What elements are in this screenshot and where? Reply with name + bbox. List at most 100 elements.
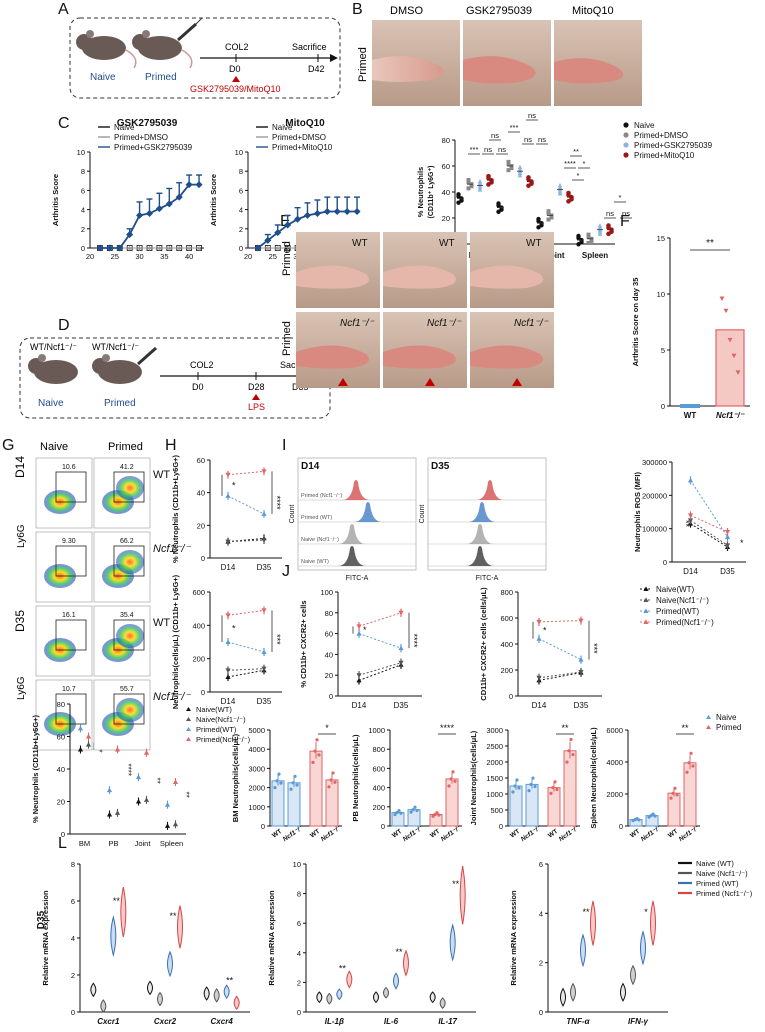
c-scatter-dot-0-2-4	[477, 181, 483, 186]
panel-a-d0-label: D0	[229, 64, 241, 74]
c-line2-ytick-label-0: 0	[239, 244, 243, 253]
i-hist-peak-d14-2	[338, 524, 366, 544]
l-violin3-ylabel: Relative mRNA expression	[509, 890, 518, 986]
c-scatter-dot-2-2-4	[557, 185, 563, 190]
c-line1-ytick-label-2: 4	[81, 206, 85, 215]
flow-value-1: 41.2	[120, 464, 134, 471]
k-scatter-sig-1: ****	[124, 764, 133, 776]
l-violin2-category-0: IL-1β	[325, 1017, 344, 1026]
c-scatter-dot-2-3-4	[566, 192, 571, 198]
c-line1-point-2-2	[116, 244, 124, 252]
j-left-series-3	[358, 612, 402, 627]
k-scatter-point-3-1	[172, 821, 179, 827]
c-scatter-dot-0-1-3	[469, 184, 474, 189]
l-violin2-sig-1: **	[395, 947, 403, 957]
panel-letter-j: J	[282, 563, 290, 580]
c-line1-xtick-label-4: 40	[185, 252, 193, 261]
h-bottom-category-1: D35	[257, 697, 272, 706]
i-hist-label-2: Naive (Ncf1⁻/⁻)	[301, 537, 339, 543]
l-violin1-ytick-label-0: 0	[71, 1008, 75, 1017]
i-ros-point-1-0	[687, 518, 694, 523]
panel-d-frame	[19, 337, 331, 419]
c-scatter-category-2: Joint	[545, 251, 564, 260]
c-scatter-dot-0-2-3	[477, 185, 483, 190]
panel-l: D35 0 2 4 6 8 Relative mRNA expression Cxcr1 ** C…	[36, 859, 753, 1026]
k-bar3-dot-2-0	[549, 791, 553, 795]
red-triangle-icon-1	[425, 378, 435, 386]
k-legend-label-1: Naive(Ncf1⁻/⁻)	[196, 715, 246, 724]
i-hist-xlabel-d14: FITC-A	[346, 575, 369, 582]
panel-a-d42-label: D42	[308, 64, 325, 74]
c-line2-ytick-label-4: 8	[239, 167, 243, 176]
k-bar2-dot-1-3	[415, 808, 419, 813]
panel-a-treatment-label: GSK2795039/MitoQ10	[190, 84, 281, 94]
k-bar2-dot-2-3	[437, 813, 441, 817]
c-line1-xtick-label-1: 25	[111, 252, 119, 261]
l-violin1-shape-0-3	[120, 887, 127, 938]
paw-shape-e-0-2	[470, 265, 543, 289]
l-violin1-sig-2: **	[226, 976, 234, 986]
c-scatter-dot-0-3-4	[486, 175, 491, 181]
red-triangle-icon-0	[338, 378, 348, 386]
k-bar4-ytick-label-1: 2000	[606, 790, 623, 799]
c-scatter-dot-1-1-0	[506, 168, 511, 173]
k-scatter-point-0-0	[77, 746, 84, 752]
h-bottom-point-2-0	[225, 639, 231, 644]
k-bar4-ytick-label-0: 0	[619, 822, 623, 831]
k-bar4-dot-3-2	[689, 751, 693, 755]
i-hist-label-0: Primed (Ncf1⁻/⁻)	[301, 493, 342, 499]
f-bar-dot-1-1	[723, 308, 729, 314]
flow-value-7: 55.7	[120, 686, 134, 693]
panel-d-lps-label: LPS	[248, 402, 265, 412]
panel-a-col2-label: COL2	[225, 42, 249, 52]
k-scatter-point-2-1	[143, 797, 150, 802]
c-scatter-legend-swatch-0	[623, 122, 629, 128]
c-line2-point-2-10	[353, 207, 361, 216]
c-line1-point-1-4: ✱	[137, 246, 142, 253]
paw-label-ko-0: Ncf1⁻/⁻	[340, 318, 375, 329]
c-line1-ytick-label-3: 6	[81, 186, 85, 195]
i-hist-label-1: Primed (WT)	[301, 515, 332, 521]
j-right-series-0	[538, 672, 582, 681]
paw-label-ko-2: Ncf1⁻/⁻	[514, 318, 549, 329]
h-bottom-series-1	[227, 668, 265, 671]
h-top-category-0: D14	[221, 563, 236, 572]
l-violin1-shape-2-0	[203, 986, 210, 1001]
k-bar4-dot-2-3	[675, 793, 679, 797]
f-bar-ytick-label-1: 5	[661, 346, 665, 355]
c-scatter-dot-2-2-3	[557, 189, 563, 194]
l-violin2-category-1: IL-6	[384, 1017, 399, 1026]
k-scatter-point-2-2	[135, 774, 142, 780]
k-bar1-dot-3-3	[333, 780, 337, 784]
k-scatter-ytick-label-4: 80	[57, 700, 65, 709]
i-hist-frame-d14	[297, 457, 417, 571]
l-violin2-ytick-label-1: 2	[297, 978, 301, 987]
c-line1-ylabel: Arthritis Score	[51, 174, 60, 226]
k-bar1-dot-1-3	[295, 783, 299, 787]
j-left-ytick-label-4: 80	[325, 609, 333, 618]
h-bottom-ytick-label-1: 200	[192, 655, 205, 664]
c-scatter-sig-14: ns	[622, 209, 630, 218]
l-violin2-shape-2-3	[459, 865, 466, 925]
f-bar-ytick-label-3: 15	[657, 234, 665, 243]
l-violin1-shape-1-2	[167, 950, 173, 978]
flow-gate-3-0	[55, 693, 87, 725]
k-bar2-dot-1-1	[411, 808, 415, 812]
c-scatter-legend-swatch-1	[623, 132, 629, 138]
j-legend-label-3: Primed(Ncf1⁻/⁻)	[656, 618, 714, 627]
treatment-arrow-icon	[232, 76, 240, 82]
c-line1-point-1-5: ✱	[147, 246, 152, 253]
i-ros-sig-2: *	[740, 538, 744, 548]
c-scatter-legend-label-1: Primed+DMSO	[634, 131, 688, 140]
flow-value-0: 10.6	[62, 464, 76, 471]
i-ros-ytick-label-0: 0	[663, 558, 667, 567]
c-scatter-dot-3-1-2	[586, 232, 591, 237]
i-ros-point-3-1	[724, 530, 731, 535]
l-violin3-shape-0-1	[570, 982, 576, 1002]
c-line2-point-2-3	[284, 221, 292, 229]
c-line1-ytick-label-1: 2	[81, 225, 85, 234]
k-bar2-ytick-label-0: 0	[381, 822, 385, 831]
i-hist-title-d14: D14	[301, 461, 320, 472]
c-scatter-dot-1-1-3	[509, 166, 514, 171]
